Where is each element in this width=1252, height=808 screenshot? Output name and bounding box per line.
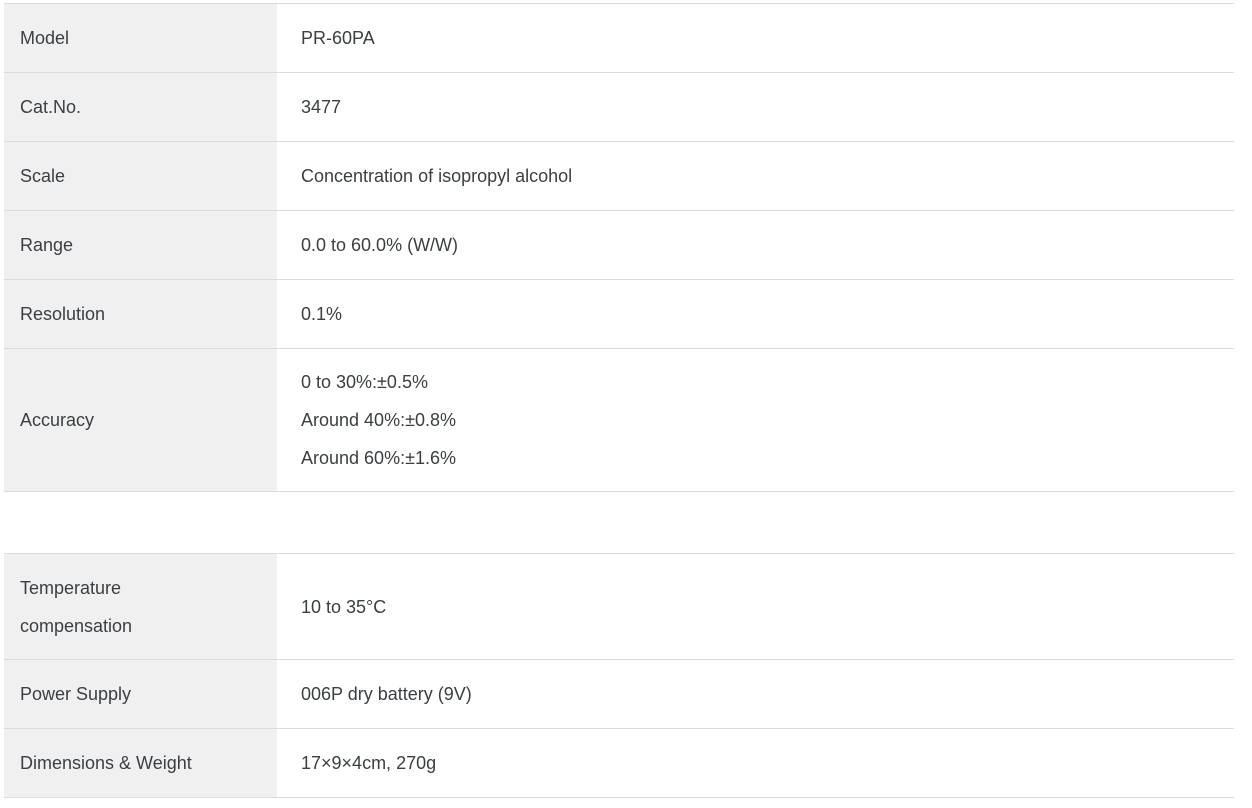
spec-row-range: Range 0.0 to 60.0% (W/W) [4, 211, 1234, 280]
spec-label-dimensions-weight: Dimensions & Weight [4, 729, 277, 797]
value-line: Around 60%:±1.6% [301, 448, 456, 468]
spec-value-temperature-compensation: 10 to 35°C [301, 596, 387, 617]
spec-value-scale: Concentration of isopropyl alcohol [301, 166, 573, 186]
spec-label-scale: Scale [4, 142, 277, 210]
spec-label-power-supply: Power Supply [4, 660, 277, 728]
spec-label-range: Range [4, 211, 277, 279]
spec-row-power-supply: Power Supply 006P dry battery (9V) [4, 660, 1234, 729]
spec-value-model: PR-60PA [301, 28, 375, 48]
spec-row-dimensions-weight: Dimensions & Weight 17×9×4cm, 270g [4, 729, 1234, 798]
spec-value-accuracy: 0 to 30%:±0.5% Around 40%:±0.8% Around 6… [277, 349, 1234, 491]
spec-label-cat-no: Cat.No. [4, 73, 277, 141]
value-line: 0 to 30%:±0.5% [301, 372, 428, 392]
spec-row-resolution: Resolution 0.1% [4, 280, 1234, 349]
value-line: Around 40%:±0.8% [301, 410, 456, 430]
spec-label-accuracy: Accuracy [4, 349, 277, 491]
spec-label-resolution: Resolution [4, 280, 277, 348]
spec-label-model: Model [4, 4, 277, 72]
spec-value-range: 0.0 to 60.0% (W/W) [301, 235, 459, 255]
spec-table-primary: Model PR-60PA Cat.No. 3477 Scale Concent… [4, 3, 1234, 492]
spec-row-accuracy: Accuracy 0 to 30%:±0.5% Around 40%:±0.8%… [4, 349, 1234, 492]
spec-table-secondary: Temperature compensation 10 to 35°C Powe… [4, 553, 1234, 798]
spec-row-cat-no: Cat.No. 3477 [4, 73, 1234, 142]
spec-value-cat-no: 3477 [301, 97, 342, 117]
spec-value-dimensions-weight: 17×9×4cm, 270g [301, 753, 437, 773]
spec-value-resolution: 0.1% [301, 304, 343, 324]
spec-row-model: Model PR-60PA [4, 4, 1234, 73]
spec-label-temperature-compensation: Temperature compensation [4, 554, 277, 659]
spec-row-temperature-compensation: Temperature compensation 10 to 35°C [4, 554, 1234, 660]
spec-value-power-supply: 006P dry battery (9V) [301, 684, 472, 704]
product-spec-page: Model PR-60PA Cat.No. 3477 Scale Concent… [0, 3, 1252, 808]
spec-row-scale: Scale Concentration of isopropyl alcohol [4, 142, 1234, 211]
